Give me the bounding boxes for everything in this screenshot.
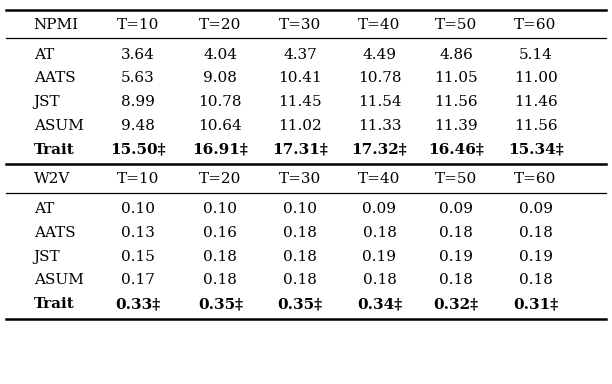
Text: 11.33: 11.33 [357, 119, 401, 133]
Text: 0.34‡: 0.34‡ [357, 297, 402, 311]
Text: 5.14: 5.14 [518, 48, 553, 61]
Text: 11.56: 11.56 [434, 95, 478, 109]
Text: JST: JST [34, 95, 61, 109]
Text: 0.18: 0.18 [283, 226, 317, 240]
Text: 0.13: 0.13 [121, 226, 155, 240]
Text: 0.32‡: 0.32‡ [433, 297, 479, 311]
Text: 0.10: 0.10 [203, 202, 237, 216]
Text: 0.16: 0.16 [203, 226, 237, 240]
Text: 11.56: 11.56 [513, 119, 558, 133]
Text: T=50: T=50 [435, 172, 477, 186]
Text: T=40: T=40 [358, 172, 401, 186]
Text: T=10: T=10 [116, 172, 159, 186]
Text: 0.18: 0.18 [283, 250, 317, 263]
Text: 0.18: 0.18 [203, 273, 237, 287]
Text: 0.10: 0.10 [121, 202, 155, 216]
Text: 0.18: 0.18 [439, 226, 473, 240]
Text: 15.50‡: 15.50‡ [110, 143, 165, 157]
Text: 0.18: 0.18 [283, 273, 317, 287]
Text: T=30: T=30 [278, 18, 321, 32]
Text: 0.18: 0.18 [362, 226, 397, 240]
Text: AATS: AATS [34, 226, 75, 240]
Text: 9.48: 9.48 [121, 119, 155, 133]
Text: T=60: T=60 [514, 18, 557, 32]
Text: W2V: W2V [34, 172, 70, 186]
Text: 0.31‡: 0.31‡ [513, 297, 558, 311]
Text: 10.64: 10.64 [198, 119, 242, 133]
Text: 0.10: 0.10 [283, 202, 317, 216]
Text: T=10: T=10 [116, 18, 159, 32]
Text: 5.63: 5.63 [121, 71, 155, 85]
Text: 0.33‡: 0.33‡ [115, 297, 160, 311]
Text: 0.35‡: 0.35‡ [277, 297, 323, 311]
Text: AATS: AATS [34, 71, 75, 85]
Text: 0.17: 0.17 [121, 273, 155, 287]
Text: 11.45: 11.45 [278, 95, 322, 109]
Text: ASUM: ASUM [34, 119, 83, 133]
Text: T=20: T=20 [199, 172, 242, 186]
Text: 0.15: 0.15 [121, 250, 155, 263]
Text: 11.46: 11.46 [513, 95, 558, 109]
Text: 8.99: 8.99 [121, 95, 155, 109]
Text: ASUM: ASUM [34, 273, 83, 287]
Text: 11.00: 11.00 [513, 71, 558, 85]
Text: 0.19: 0.19 [362, 250, 397, 263]
Text: 0.09: 0.09 [362, 202, 397, 216]
Text: 10.78: 10.78 [198, 95, 242, 109]
Text: 10.78: 10.78 [357, 71, 401, 85]
Text: 11.05: 11.05 [434, 71, 478, 85]
Text: 4.37: 4.37 [283, 48, 317, 61]
Text: T=40: T=40 [358, 18, 401, 32]
Text: T=50: T=50 [435, 18, 477, 32]
Text: 15.34‡: 15.34‡ [508, 143, 563, 157]
Text: 0.18: 0.18 [439, 273, 473, 287]
Text: 0.35‡: 0.35‡ [198, 297, 243, 311]
Text: 4.86: 4.86 [439, 48, 473, 61]
Text: 11.02: 11.02 [278, 119, 322, 133]
Text: 0.18: 0.18 [518, 226, 553, 240]
Text: T=30: T=30 [278, 172, 321, 186]
Text: Trait: Trait [34, 297, 75, 311]
Text: AT: AT [34, 48, 54, 61]
Text: 3.64: 3.64 [121, 48, 155, 61]
Text: Trait: Trait [34, 143, 75, 157]
Text: 10.41: 10.41 [278, 71, 322, 85]
Text: 4.49: 4.49 [362, 48, 397, 61]
Text: 0.18: 0.18 [518, 273, 553, 287]
Text: 11.39: 11.39 [434, 119, 478, 133]
Text: 9.08: 9.08 [203, 71, 237, 85]
Text: 0.09: 0.09 [518, 202, 553, 216]
Text: JST: JST [34, 250, 61, 263]
Text: 0.19: 0.19 [439, 250, 473, 263]
Text: 17.31‡: 17.31‡ [272, 143, 328, 157]
Text: 16.91‡: 16.91‡ [192, 143, 248, 157]
Text: AT: AT [34, 202, 54, 216]
Text: 0.18: 0.18 [362, 273, 397, 287]
Text: T=20: T=20 [199, 18, 242, 32]
Text: 0.19: 0.19 [518, 250, 553, 263]
Text: NPMI: NPMI [34, 18, 79, 32]
Text: T=60: T=60 [514, 172, 557, 186]
Text: 0.09: 0.09 [439, 202, 473, 216]
Text: 17.32‡: 17.32‡ [352, 143, 407, 157]
Text: 16.46‡: 16.46‡ [428, 143, 484, 157]
Text: 0.18: 0.18 [203, 250, 237, 263]
Text: 11.54: 11.54 [357, 95, 401, 109]
Text: 4.04: 4.04 [203, 48, 237, 61]
